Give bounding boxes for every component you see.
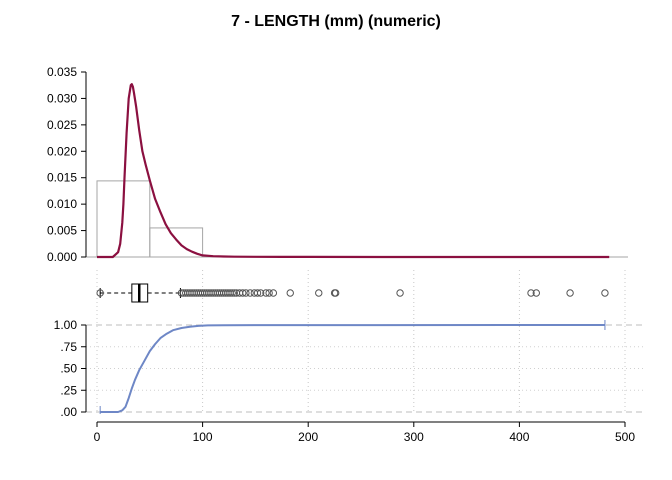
histogram-y-tick-label: 0.030: [47, 91, 77, 105]
histogram-y-tick-label: 0.025: [47, 118, 77, 132]
box-outlier: [239, 289, 247, 297]
x-tick-label: 400: [509, 430, 529, 444]
box-outlier: [601, 289, 609, 297]
ecdf-y-tick-label: 1.00: [54, 318, 78, 332]
histogram-y-tick-label: 0.000: [47, 250, 77, 264]
box-outlier: [230, 289, 238, 297]
box-outlier: [315, 289, 323, 297]
chart-title: 7 - LENGTH (mm) (numeric): [231, 13, 441, 30]
box-outlier: [242, 289, 250, 297]
box-min-point: [96, 289, 104, 297]
histogram-bar: [149, 227, 204, 258]
ecdf-curve: [100, 324, 605, 413]
histogram-panel: 0.000 0.005 0.010 0.015 0.020 0.025 0.030 0.035: [47, 65, 628, 264]
x-tick-label: 0: [94, 430, 101, 444]
box-outlier: [228, 289, 236, 297]
ecdf-y-tick-label: .00: [60, 405, 77, 419]
ecdf-y-tick-label: .25: [60, 383, 77, 397]
ecdf-y-tick-label: .50: [60, 362, 77, 376]
histogram-y-tick-label: 0.015: [47, 171, 77, 185]
box-outlier: [253, 289, 262, 297]
box-outlier: [246, 289, 254, 297]
histogram-y-tick-label: 0.005: [47, 224, 77, 238]
x-tick-label: 500: [615, 430, 635, 444]
box-outlier: [527, 289, 535, 297]
box-outlier: [269, 289, 278, 297]
histogram-y-tick-label: 0.010: [47, 197, 77, 211]
box-outlier: [396, 289, 404, 297]
ecdf-panel: .00 .25 .50 .75 1.00 0 100 200 300 400 500: [54, 318, 645, 444]
density-curve: [97, 83, 610, 259]
box-outlier: [331, 289, 340, 297]
histogram-y-tick-label: 0.020: [47, 144, 77, 158]
box-outlier: [566, 289, 574, 297]
box-outlier: [286, 289, 294, 297]
x-tick-label: 300: [404, 430, 424, 444]
box-outlier: [262, 289, 270, 297]
x-tick-label: 200: [298, 430, 318, 444]
box-outlier: [265, 289, 273, 297]
boxplot-panel: [96, 270, 626, 412]
ecdf-y-tick-label: .75: [60, 340, 77, 354]
box-outlier: [532, 289, 540, 297]
box-outlier: [256, 289, 265, 297]
x-tick-label: 100: [193, 430, 213, 444]
histogram-y-tick-label: 0.035: [47, 65, 77, 79]
